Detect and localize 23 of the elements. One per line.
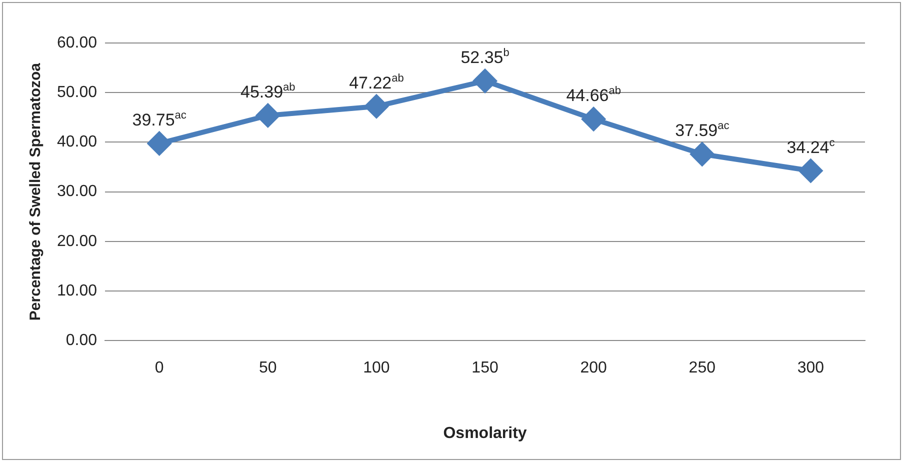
point [256,104,280,127]
y-tick-label: 50.00 [56,84,98,102]
y-tick-label: 0.00 [66,332,98,350]
x-axis-title: Osmolarity [443,424,527,442]
point [148,132,171,155]
y-tick-label: 20.00 [56,232,98,250]
x-tick-label: 250 [688,360,716,377]
y-tick-label: 10.00 [56,282,98,300]
x-tick-label: 200 [580,360,608,377]
point [364,94,388,118]
y-axis-title: Percentage of Swelled Spermatozoa [27,62,44,321]
point [799,159,822,182]
x-tick-label: 100 [363,360,390,377]
y-tick-label: 60.00 [56,34,98,52]
point [582,108,606,131]
y-tick-label: 40.00 [56,134,98,151]
point [474,69,497,92]
x-tick-label: 300 [797,360,824,377]
x-tick-label: 0 [154,360,164,377]
x-tick-label: 150 [472,360,498,377]
x-tick-label: 50 [258,360,277,377]
point [690,142,714,166]
y-tick-label: 30.00 [56,183,98,200]
